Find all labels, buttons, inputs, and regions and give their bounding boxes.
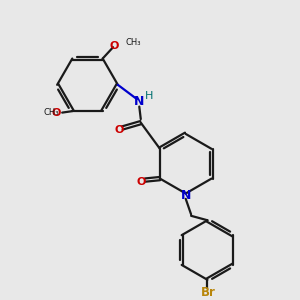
Text: N: N	[181, 189, 191, 203]
Text: O: O	[114, 125, 123, 135]
Text: CH₃: CH₃	[44, 108, 59, 117]
Text: Br: Br	[201, 286, 215, 299]
Text: H: H	[145, 91, 153, 101]
Text: O: O	[137, 177, 146, 187]
Text: N: N	[134, 95, 145, 108]
Text: O: O	[51, 108, 60, 118]
Text: CH₃: CH₃	[126, 38, 141, 47]
Text: O: O	[110, 41, 119, 51]
